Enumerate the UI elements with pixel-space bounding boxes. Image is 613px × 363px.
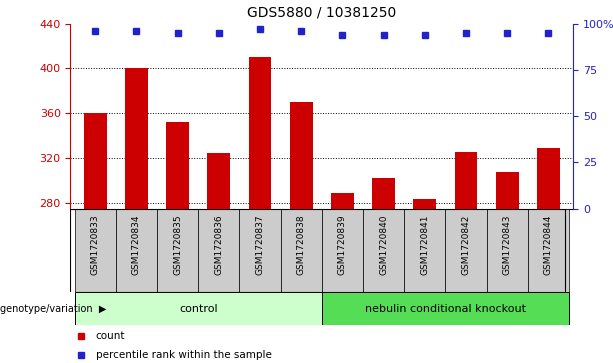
Bar	[240, 209, 281, 292]
Bar	[75, 292, 322, 325]
Text: GSM1720843: GSM1720843	[503, 215, 512, 275]
Bar	[455, 151, 478, 209]
Text: GSM1720841: GSM1720841	[421, 215, 429, 275]
Text: GSM1720838: GSM1720838	[297, 215, 306, 275]
Bar	[198, 209, 240, 292]
Text: GSM1720833: GSM1720833	[91, 215, 100, 275]
Bar	[75, 209, 116, 292]
Text: GSM1720844: GSM1720844	[544, 215, 553, 275]
Bar	[290, 102, 313, 209]
Text: genotype/variation  ▶: genotype/variation ▶	[0, 303, 107, 314]
Text: GSM1720837: GSM1720837	[256, 215, 265, 275]
Text: GSM1720835: GSM1720835	[173, 215, 182, 275]
Bar	[528, 209, 569, 292]
Text: GSM1720839: GSM1720839	[338, 215, 347, 275]
Bar	[487, 209, 528, 292]
Text: GSM1720834: GSM1720834	[132, 215, 141, 275]
Bar	[322, 209, 363, 292]
Bar	[207, 152, 230, 209]
Text: GSM1720840: GSM1720840	[379, 215, 388, 275]
Bar	[496, 172, 519, 209]
Bar	[281, 209, 322, 292]
Bar	[322, 292, 569, 325]
Bar	[414, 199, 436, 209]
Bar	[363, 209, 404, 292]
Text: percentile rank within the sample: percentile rank within the sample	[96, 350, 272, 360]
Bar	[116, 209, 157, 292]
Bar	[249, 57, 272, 209]
Bar	[84, 113, 107, 209]
Text: GSM1720842: GSM1720842	[462, 215, 471, 275]
Bar	[446, 209, 487, 292]
Bar	[166, 122, 189, 209]
Title: GDS5880 / 10381250: GDS5880 / 10381250	[247, 6, 397, 20]
Bar	[157, 209, 198, 292]
Text: GSM1720836: GSM1720836	[215, 215, 223, 275]
Text: count: count	[96, 331, 125, 340]
Text: nebulin conditional knockout: nebulin conditional knockout	[365, 303, 526, 314]
Bar	[125, 69, 148, 209]
Bar	[372, 179, 395, 209]
Bar	[537, 148, 560, 209]
Bar	[331, 193, 354, 209]
Bar	[404, 209, 446, 292]
Text: control: control	[179, 303, 218, 314]
